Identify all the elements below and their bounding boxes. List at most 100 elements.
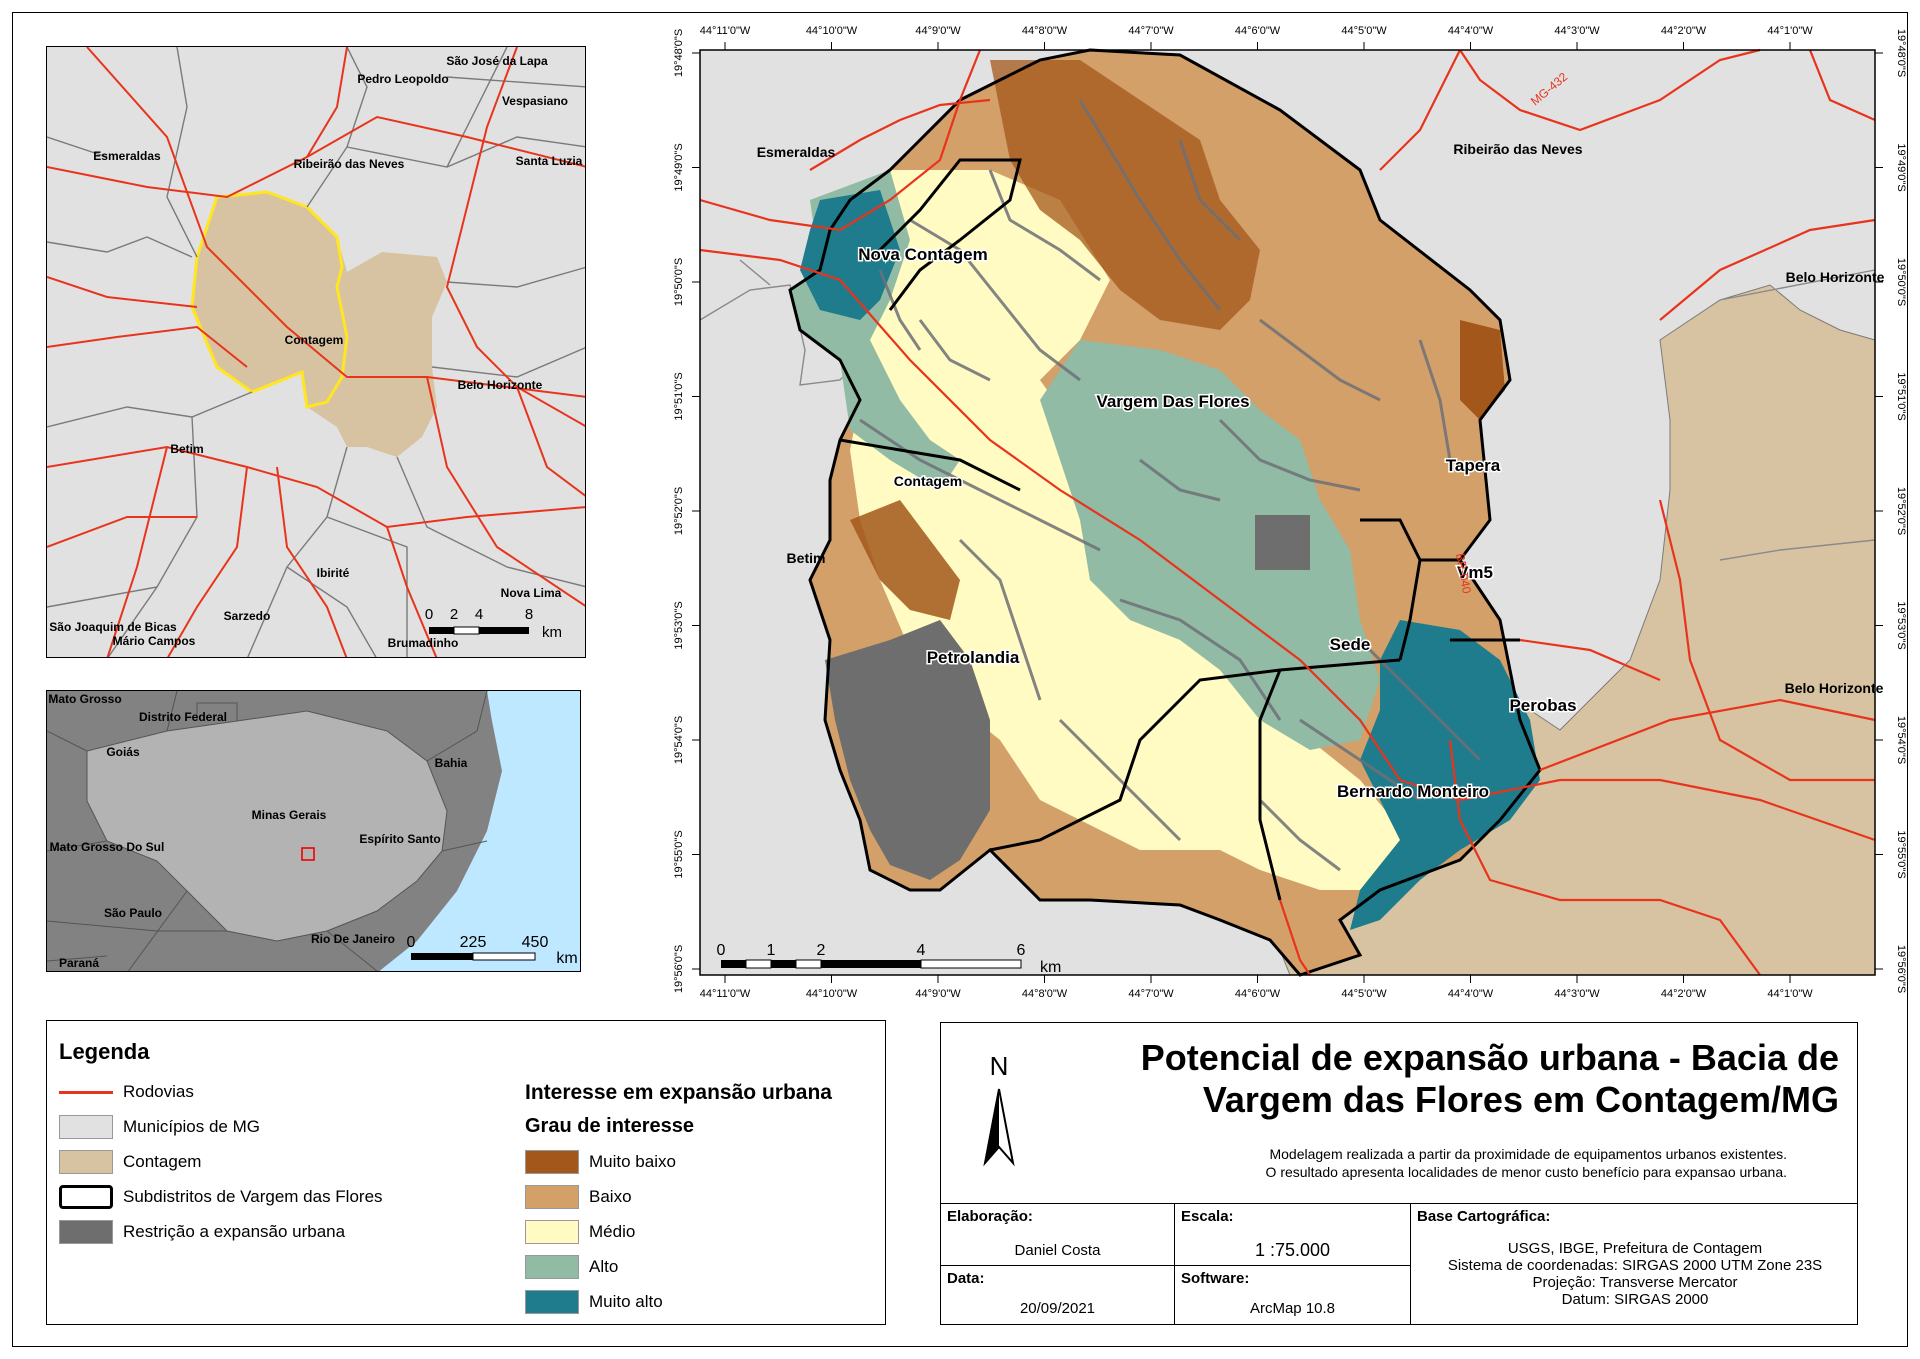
svg-text:Espírito Santo: Espírito Santo	[359, 832, 440, 846]
legend-item: Restrição a expansão urbana	[59, 1219, 345, 1245]
basin-muito-baixo-w	[850, 500, 960, 620]
svg-text:km: km	[556, 950, 577, 967]
lon-label: 44°9'0"W	[915, 988, 961, 1000]
lat-label: 19°54'0"S	[673, 716, 685, 764]
lat-label: 19°54'0"S	[1895, 716, 1907, 764]
locator-label: Santa Luzia	[516, 154, 583, 168]
grade-swatch	[525, 1290, 579, 1314]
legend-label: Rodovias	[123, 1082, 194, 1101]
basin-muito-baixo-n	[990, 60, 1260, 330]
lon-label: 44°2'0"W	[1661, 25, 1707, 37]
subdistrict-label: Vm5	[1457, 563, 1493, 582]
svg-text:São Paulo: São Paulo	[104, 906, 162, 920]
lat-label: 19°53'0"S	[673, 601, 685, 649]
svg-text:km: km	[1040, 959, 1061, 976]
elaboracao-cell: Elaboração: Daniel Costa	[941, 1203, 1175, 1265]
lat-label: 19°51'0"S	[673, 372, 685, 420]
main-scale-bar: 0 1 2 4 6 km	[717, 942, 1062, 976]
svg-text:4: 4	[475, 606, 483, 623]
restriction-center	[1255, 515, 1310, 570]
subdistrict-label: Petrolandia	[927, 648, 1020, 667]
locator-label: Brumadinho	[388, 636, 459, 650]
locator-label: São José da Lapa	[446, 54, 548, 68]
map-subtitle: Modelagem realizada a partir da proximid…	[1265, 1146, 1787, 1180]
legend-item: Subdistritos de Vargem das Flores	[59, 1184, 383, 1210]
state-scale-bar: 0 225 450 km	[407, 934, 578, 967]
legend-swatch	[59, 1185, 113, 1209]
lon-label: 44°10'0"W	[806, 988, 858, 1000]
lon-label: 44°4'0"W	[1448, 988, 1494, 1000]
legend-label: Subdistritos de Vargem das Flores	[123, 1187, 383, 1206]
svg-text:1: 1	[767, 942, 776, 959]
legend-label: Restrição a expansão urbana	[123, 1222, 346, 1241]
svg-text:Goiás: Goiás	[106, 745, 140, 759]
grade-item: Baixo	[525, 1184, 632, 1210]
grade-label: Muito baixo	[589, 1152, 676, 1171]
basin-muito-alto-nw	[800, 190, 900, 320]
lon-label: 44°5'0"W	[1341, 988, 1387, 1000]
grade-swatch	[525, 1150, 579, 1174]
locator-label: Contagem	[285, 333, 344, 347]
svg-text:Bahia: Bahia	[435, 756, 468, 770]
subdistrict-label: Perobas	[1509, 696, 1576, 715]
locator-label: Pedro Leopoldo	[357, 72, 448, 86]
basin-muito-alto-se	[1350, 620, 1540, 930]
escala-cell: Escala: 1 :75.000	[1175, 1203, 1411, 1265]
lon-label: 44°9'0"W	[915, 25, 961, 37]
locator-label: Nova Lima	[501, 586, 562, 600]
legend-swatch	[59, 1115, 113, 1139]
contagem-area	[192, 192, 447, 457]
svg-text:8: 8	[525, 606, 533, 623]
legend-swatch	[59, 1150, 113, 1174]
svg-text:Distrito Federal: Distrito Federal	[139, 710, 227, 724]
map-title: Potencial de expansão urbana - Bacia de …	[1140, 1037, 1839, 1120]
legend-swatch	[59, 1080, 113, 1104]
svg-text:6: 6	[1017, 942, 1026, 959]
basin-alto-zones	[1040, 340, 1380, 750]
contagem-outline	[190, 190, 349, 409]
subdistrict-outlines	[788, 48, 1542, 977]
svg-text:N: N	[990, 1051, 1009, 1081]
lat-label: 19°55'0"S	[1895, 830, 1907, 878]
svg-text:225: 225	[460, 934, 487, 951]
legend-swatch	[59, 1220, 113, 1244]
locator-label: Vespasiano	[502, 94, 568, 108]
svg-text:Paraná: Paraná	[59, 956, 99, 970]
lon-label: 44°10'0"W	[806, 25, 858, 37]
grade-item: Alto	[525, 1254, 618, 1280]
svg-text:km: km	[542, 624, 562, 641]
lat-label: 19°52'0"S	[673, 487, 685, 535]
rodovias	[699, 48, 1876, 976]
locator-label: Sarzedo	[224, 609, 271, 623]
lat-label: 19°49'0"S	[1895, 143, 1907, 191]
lon-label: 44°3'0"W	[1554, 988, 1600, 1000]
svg-text:0: 0	[717, 942, 726, 959]
grade-swatch	[525, 1220, 579, 1244]
lon-label: 44°8'0"W	[1022, 25, 1068, 37]
grade-label: Baixo	[589, 1187, 632, 1206]
graticule: 44°11'0"W 44°11'0"W 44°10'0"W 44°10'0"W 44°9…	[673, 25, 1907, 1000]
grade-item: Muito alto	[525, 1289, 663, 1315]
software-cell: Software: ArcMap 10.8	[1175, 1265, 1411, 1324]
grade-label: Muito alto	[589, 1292, 663, 1311]
locator-label: Mário Campos	[113, 634, 196, 648]
grade-label: Médio	[589, 1222, 636, 1241]
svg-text:Mato Grosso Do Sul: Mato Grosso Do Sul	[50, 840, 165, 854]
lat-label: 19°49'0"S	[673, 143, 685, 191]
lon-label: 44°7'0"W	[1128, 988, 1174, 1000]
grade-swatch	[525, 1255, 579, 1279]
grau-title: Grau de interesse	[525, 1115, 694, 1137]
locator-label: Esmeraldas	[93, 149, 161, 163]
lon-label: 44°11'0"W	[700, 25, 751, 37]
lat-label: 19°53'0"S	[1895, 601, 1907, 649]
legend-label: Municípios de MG	[123, 1117, 260, 1136]
lat-label: 19°55'0"S	[673, 830, 685, 878]
svg-text:Rio De Janeiro: Rio De Janeiro	[311, 932, 395, 946]
svg-text:2: 2	[450, 606, 458, 623]
lat-label: 19°48'0"S	[673, 29, 685, 77]
grade-swatch	[525, 1185, 579, 1209]
lon-label: 44°3'0"W	[1554, 25, 1600, 37]
subdistrict-label: Sede	[1330, 635, 1371, 654]
municipality-label: Betim	[787, 550, 826, 566]
svg-text:450: 450	[522, 934, 549, 951]
